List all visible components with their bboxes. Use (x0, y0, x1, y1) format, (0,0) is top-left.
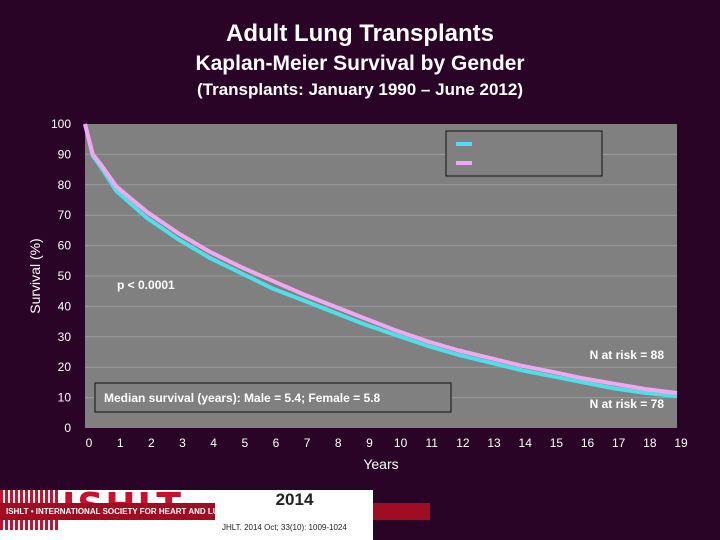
x-tick-label: 11 (426, 436, 439, 450)
x-tick-label: 13 (487, 436, 501, 450)
y-tick-label: 40 (58, 299, 72, 313)
median-survival-annotation: Median survival (years): Male = 5.4; Fem… (104, 391, 380, 405)
n-at-risk-bottom: N at risk = 78 (590, 397, 665, 411)
y-tick-label: 60 (58, 239, 72, 253)
y-tick-label: 30 (58, 330, 72, 344)
y-tick-label: 100 (51, 117, 71, 131)
report-year: 2014 (275, 490, 314, 509)
y-tick-label: 90 (58, 147, 72, 161)
x-tick-label: 5 (241, 436, 248, 450)
legend (445, 130, 603, 177)
citation: JHLT. 2014 Oct; 33(10): 1009-1024 (222, 523, 347, 532)
x-tick-label: 6 (273, 436, 280, 450)
y-tick-label: 20 (58, 360, 72, 374)
legend-box (445, 130, 603, 177)
x-tick-label: 12 (456, 436, 470, 450)
y-axis-label: Survival (%) (27, 238, 43, 313)
y-tick-label: 10 (58, 391, 72, 405)
x-tick-label: 17 (612, 436, 626, 450)
x-tick-label: 4 (210, 436, 217, 450)
chart-subtitle: Kaplan-Meier Survival by Gender (195, 52, 525, 75)
x-tick-label: 3 (179, 436, 186, 450)
x-tick-label: 0 (86, 436, 93, 450)
series-line-male (83, 123, 678, 399)
x-tick-label: 1 (117, 436, 124, 450)
y-tick-label: 70 (58, 208, 72, 222)
x-tick-label: 10 (394, 436, 408, 450)
x-tick-label: 9 (366, 436, 373, 450)
x-tick-label: 14 (519, 436, 533, 450)
x-tick-label: 7 (304, 436, 311, 450)
y-tick-label: 0 (64, 421, 71, 435)
x-tick-label: 16 (581, 436, 595, 450)
x-tick-label: 15 (550, 436, 564, 450)
n-at-risk-top: N at risk = 88 (590, 348, 665, 362)
median-box (94, 382, 452, 413)
x-tick-label: 8 (335, 436, 342, 450)
x-tick-label: 19 (674, 436, 688, 450)
series-line-female (83, 123, 678, 395)
chart-date-range: (Transplants: January 1990 – June 2012) (197, 80, 523, 99)
x-axis-label: Years (363, 456, 398, 472)
p-value-annotation: p < 0.0001 (117, 278, 175, 292)
y-tick-label: 80 (58, 178, 72, 192)
y-tick-label: 50 (58, 269, 72, 283)
series-lines (83, 123, 678, 399)
x-tick-label: 2 (148, 436, 155, 450)
chart-title: Adult Lung Transplants (226, 20, 494, 47)
citation-box: 2014 JHLT. 2014 Oct; 33(10): 1009-1024 (215, 490, 373, 540)
x-tick-label: 18 (643, 436, 657, 450)
